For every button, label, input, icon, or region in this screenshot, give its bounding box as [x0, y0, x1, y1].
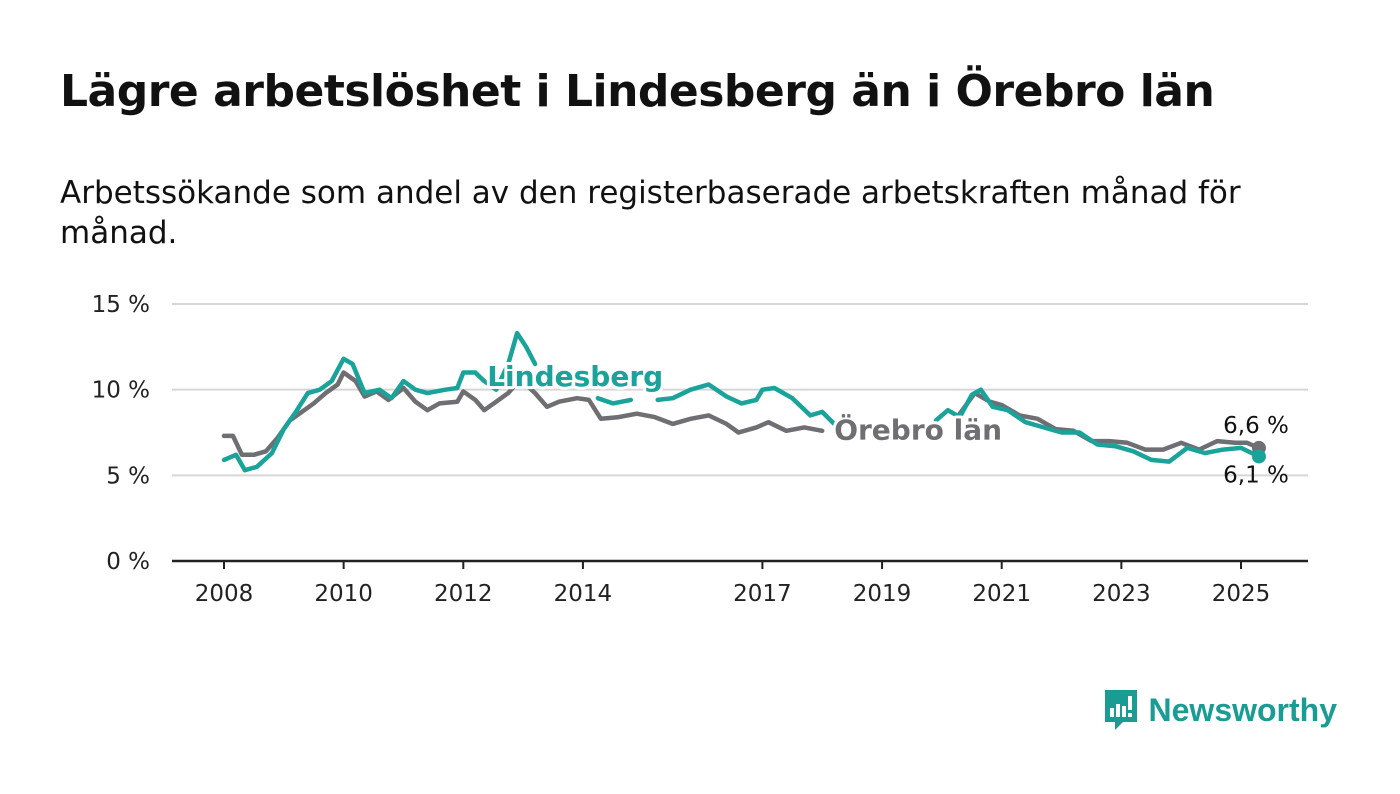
x-tick-label: 2014 [554, 581, 613, 607]
brand-name: Newsworthy [1148, 691, 1337, 728]
x-tick-label: 2010 [314, 581, 373, 607]
page-subtitle: Arbetssökande som andel av den registerb… [60, 175, 1241, 251]
page-title: Lägre arbetslöshet i Lindesberg än i Öre… [60, 66, 1215, 117]
end-value-lindesberg: 6,1 % [1223, 462, 1289, 488]
end-marker-lindesberg [1251, 449, 1266, 464]
y-tick-label: 15 % [92, 292, 150, 318]
bar-chart-bubble-icon [1104, 690, 1137, 730]
series-line-lindesberg [655, 382, 837, 427]
end-value-orebro-lan: 6,6 % [1223, 413, 1289, 439]
x-tick-label: 2012 [434, 581, 493, 607]
x-tick-label: 2021 [972, 581, 1031, 607]
x-tick-label: 2019 [853, 581, 912, 607]
series-label-orebro-lan: Örebro län [834, 412, 1002, 446]
y-tick-label: 10 % [92, 378, 150, 404]
x-tick-label: 2017 [733, 581, 792, 607]
y-tick-label: 0 % [106, 549, 150, 575]
brand-logo: Newsworthy [1103, 688, 1337, 732]
series-label-lindesberg: Lindesberg [487, 360, 663, 393]
x-tick-label: 2023 [1092, 581, 1151, 607]
series-line-orebro-lan [957, 390, 1262, 452]
x-tick-label: 2025 [1212, 581, 1271, 607]
series-line-lindesberg [221, 330, 538, 473]
y-tick-label: 5 % [106, 463, 150, 489]
series-line-orebro-lan [221, 370, 825, 458]
series-line-lindesberg [933, 387, 1262, 464]
x-tick-label: 2008 [195, 581, 254, 607]
series-line-lindesberg [595, 395, 634, 406]
